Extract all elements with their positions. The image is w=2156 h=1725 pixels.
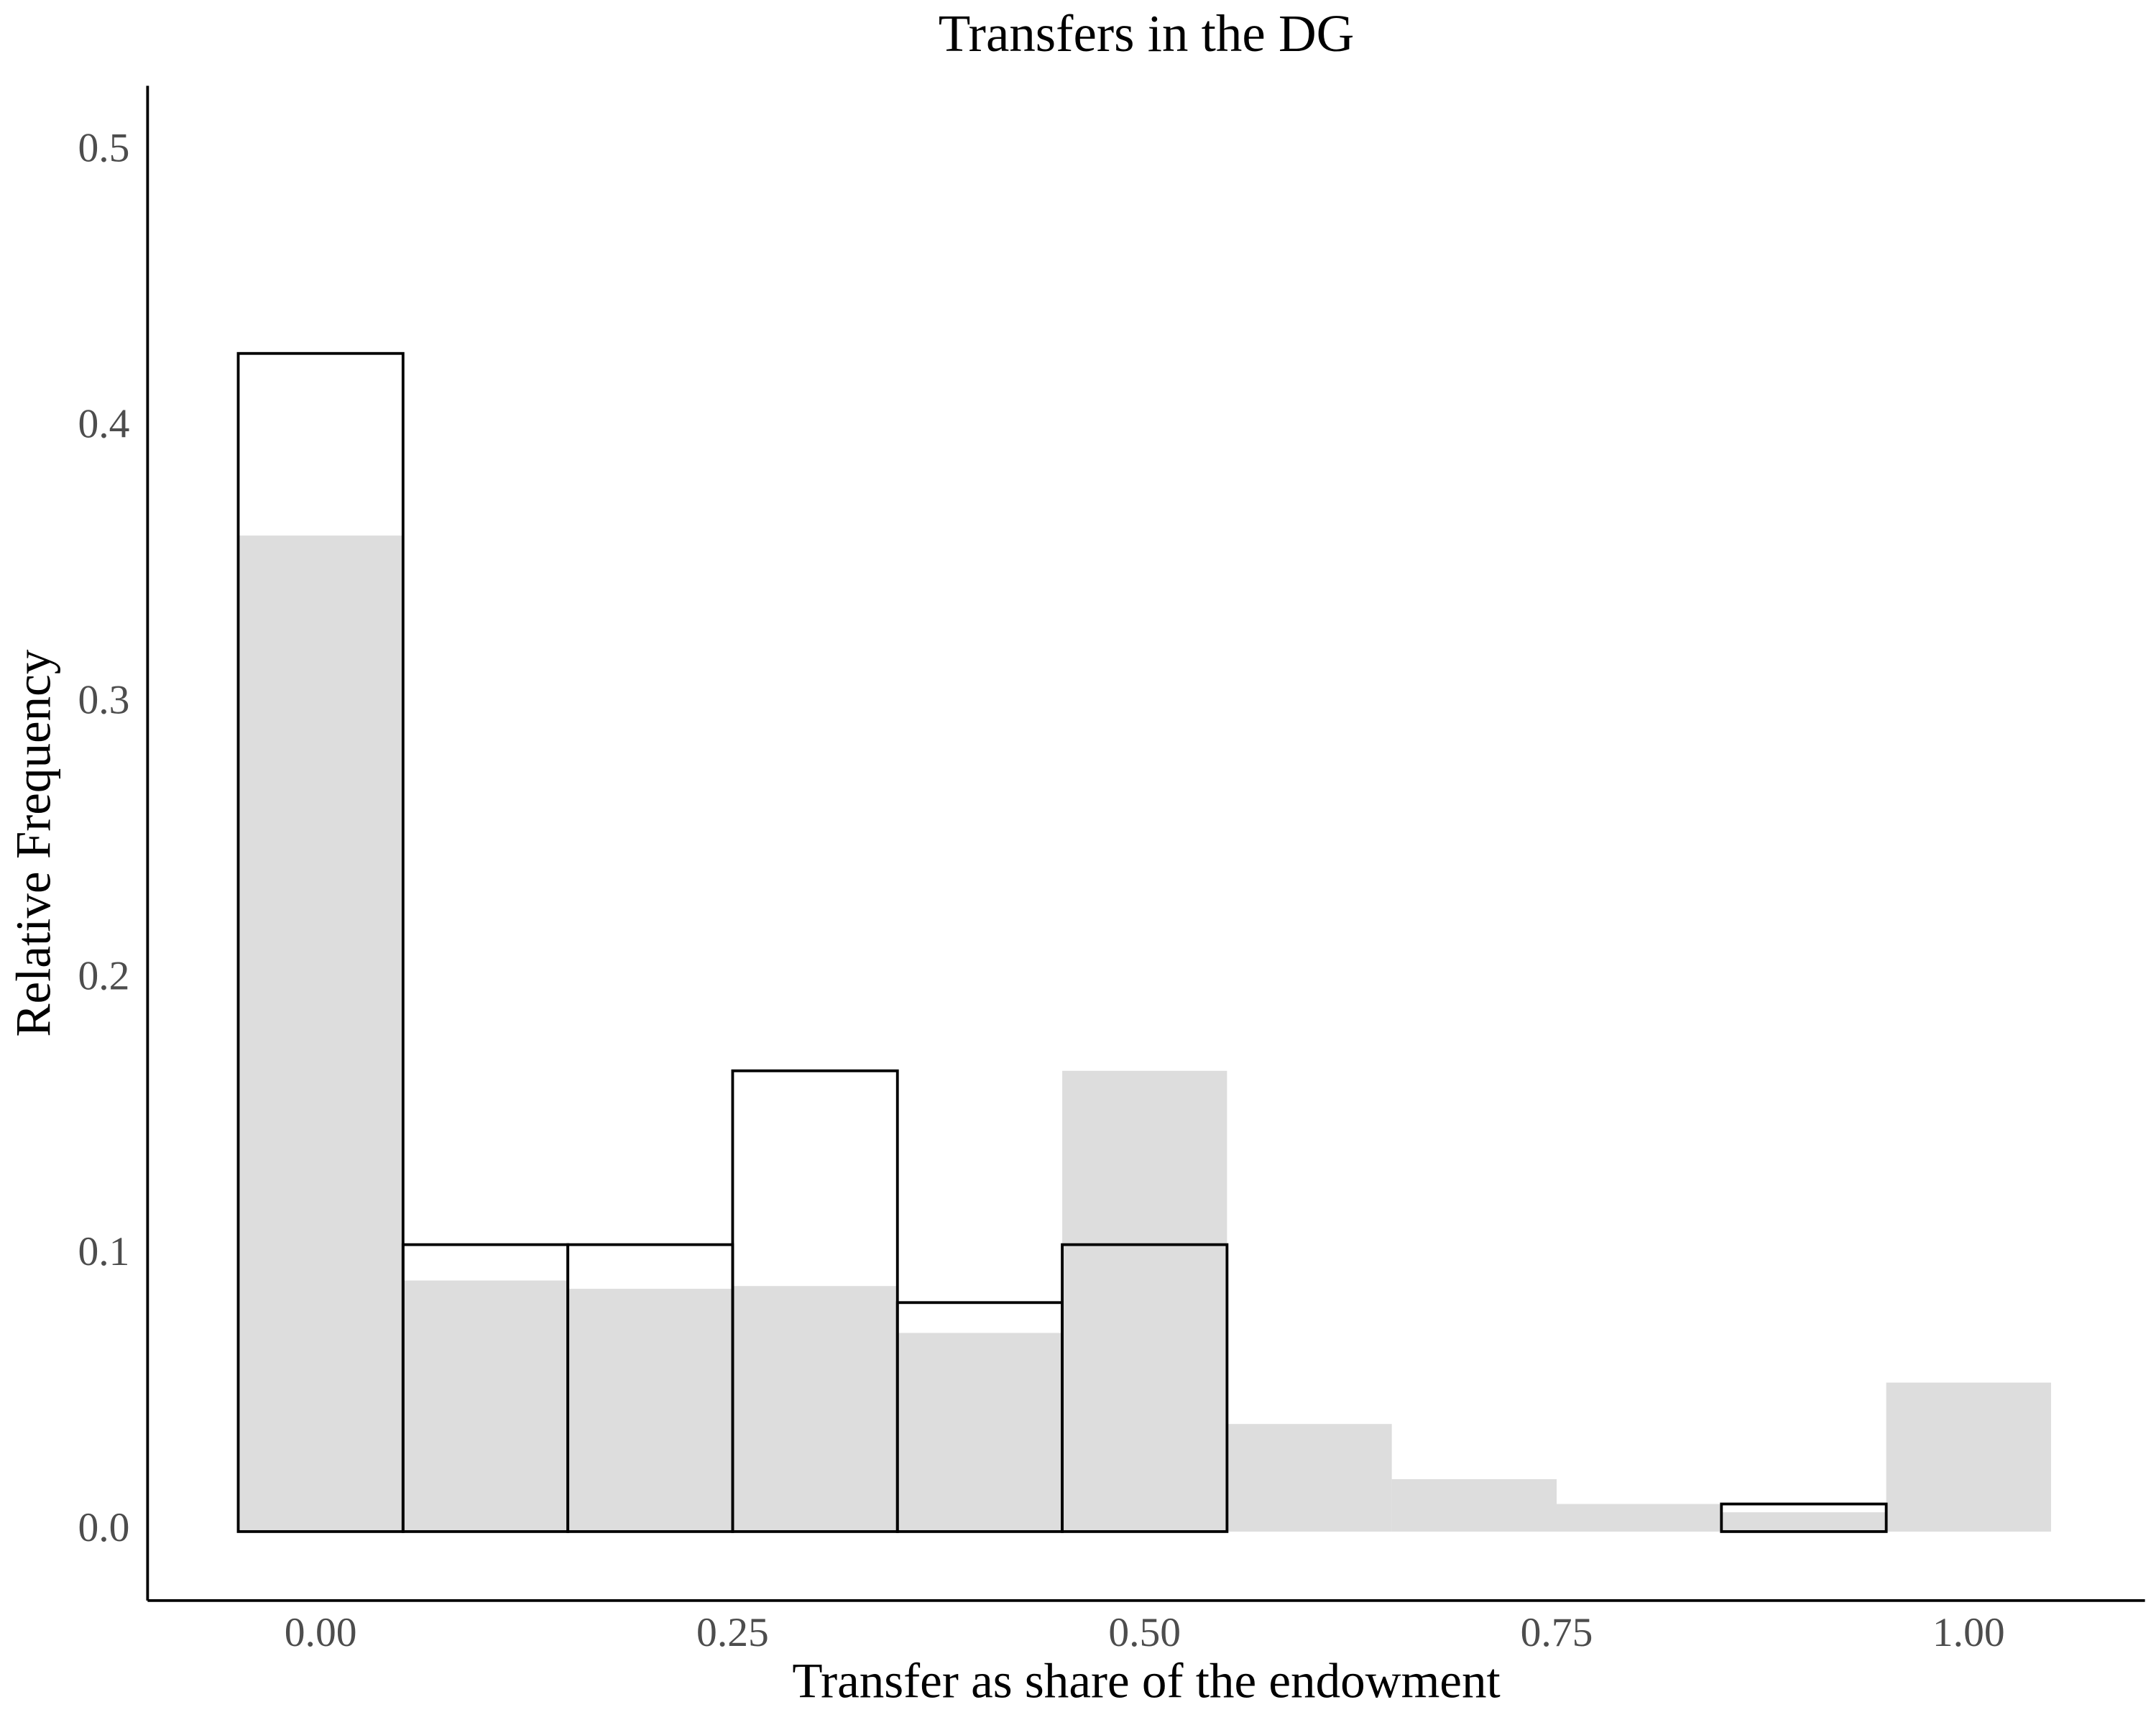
y-tick-label: 0.5 <box>78 126 129 171</box>
x-tick-label: 0.25 <box>696 1610 769 1655</box>
x-tick-label: 1.00 <box>1932 1610 2005 1655</box>
y-tick-label: 0.0 <box>78 1505 129 1550</box>
histogram-bar <box>1556 1504 1722 1532</box>
histogram-bar <box>238 535 403 1532</box>
histogram-bar <box>1062 1070 1227 1532</box>
x-axis-label: Transfer as share of the endowment <box>792 1653 1500 1708</box>
histogram-bar <box>568 1289 733 1532</box>
y-tick-label: 0.4 <box>78 402 129 447</box>
y-tick-label: 0.2 <box>78 953 129 998</box>
histogram-bar <box>1721 1512 1886 1532</box>
histogram-bar <box>897 1333 1063 1532</box>
histogram-bar <box>402 1280 568 1532</box>
y-axis-label: Relative Frequency <box>6 649 61 1036</box>
histogram-bar <box>1061 1243 1229 1533</box>
histogram-bar <box>731 1069 899 1533</box>
histogram-bar <box>732 1286 898 1532</box>
histogram-bar <box>1720 1502 1888 1533</box>
histogram-bar <box>1391 1478 1557 1532</box>
histogram-bar <box>236 351 405 1533</box>
x-tick-label: 0.50 <box>1108 1610 1181 1655</box>
x-tick-label: 0.00 <box>285 1610 357 1655</box>
y-tick-label: 0.3 <box>78 677 129 722</box>
chart-title: Transfers in the DG <box>939 4 1355 63</box>
plot-area <box>236 351 2051 1533</box>
y-tick-label: 0.1 <box>78 1229 129 1274</box>
histogram-bar <box>1227 1424 1392 1532</box>
histogram-bar <box>1886 1382 2051 1532</box>
x-tick-label: 0.75 <box>1521 1610 1593 1655</box>
